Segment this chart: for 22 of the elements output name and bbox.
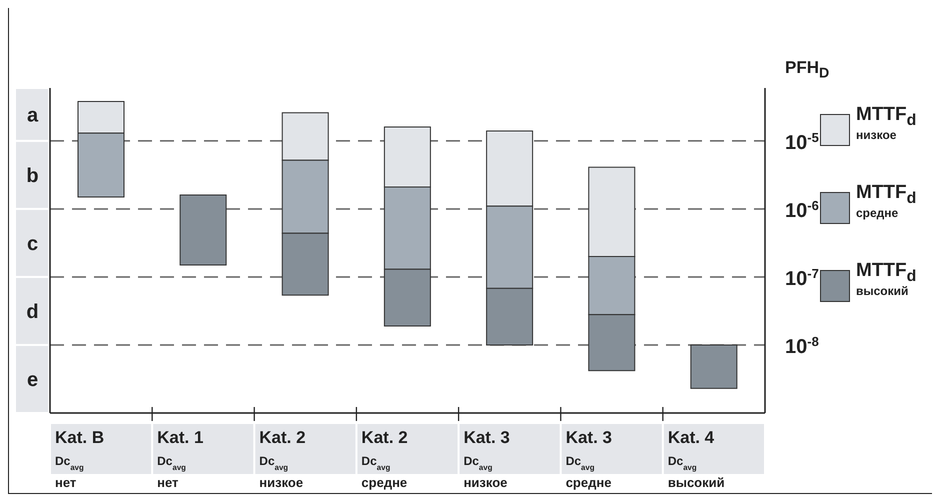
y-tick-label: 10$^{-6}$ — [785, 197, 819, 222]
legend-label: MTTF$_{d}$ высокий — [856, 260, 916, 298]
text: d — [26, 300, 39, 323]
legend-label: MTTF$_{d}$ низкое — [856, 104, 916, 142]
x-tick-label: Kat. 4 Dc$_{avg}$ высокий — [668, 428, 725, 490]
legend-label: MTTF$_{d}$ средне — [856, 182, 916, 220]
x-tick-label: Kat. 1 Dc$_{avg}$ нет — [157, 428, 204, 490]
bar — [180, 194, 227, 266]
bar — [690, 344, 738, 389]
y-axis-title: PFH$_{D}$ — [785, 58, 830, 82]
x-tick-label: Kat. 3 Dc$_{avg}$ средне — [566, 428, 612, 490]
x-tick-label: Kat. 2 Dc$_{avg}$ средне — [361, 428, 408, 490]
y-tick-label: 10$^{-8}$ — [785, 333, 819, 358]
text: a — [26, 104, 39, 126]
text: e — [26, 368, 38, 391]
x-tick-label: Kat. 3 Dc$_{avg}$ низкое — [464, 428, 510, 490]
text: c — [26, 232, 38, 255]
y-tick-label: 10$^{-5}$ — [785, 129, 819, 154]
x-tick-label: Kat. B Dc$_{avg}$ нет — [55, 428, 104, 490]
x-tick-label: Kat. 2 Dc$_{avg}$ низкое — [259, 428, 306, 490]
y-tick-label: 10$^{-7}$ — [785, 265, 819, 290]
text: b — [26, 164, 39, 187]
